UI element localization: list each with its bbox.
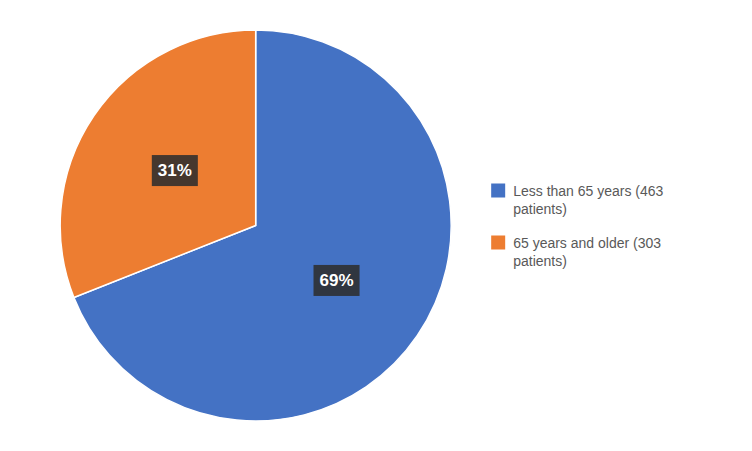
legend-swatch [491, 184, 505, 198]
pie-slice [60, 30, 256, 297]
legend-label: Less than 65 years (463patients) [513, 183, 663, 217]
data-label-box [152, 155, 198, 186]
data-label: 69% [320, 271, 354, 290]
chart-container: 69% 31% Less than 65 years (463patients) 65… [0, 0, 752, 451]
legend-swatch [491, 236, 505, 250]
data-label-box [314, 265, 360, 296]
data-labels: 69% 31% [152, 155, 360, 296]
legend: Less than 65 years (463patients) 65 years… [491, 183, 663, 269]
chart-svg: 69% 31% Less than 65 years (463patients) 65… [0, 0, 752, 451]
legend-label: 65 years and older (303patients) [513, 235, 661, 269]
slices [60, 30, 451, 421]
data-label: 31% [158, 161, 192, 180]
